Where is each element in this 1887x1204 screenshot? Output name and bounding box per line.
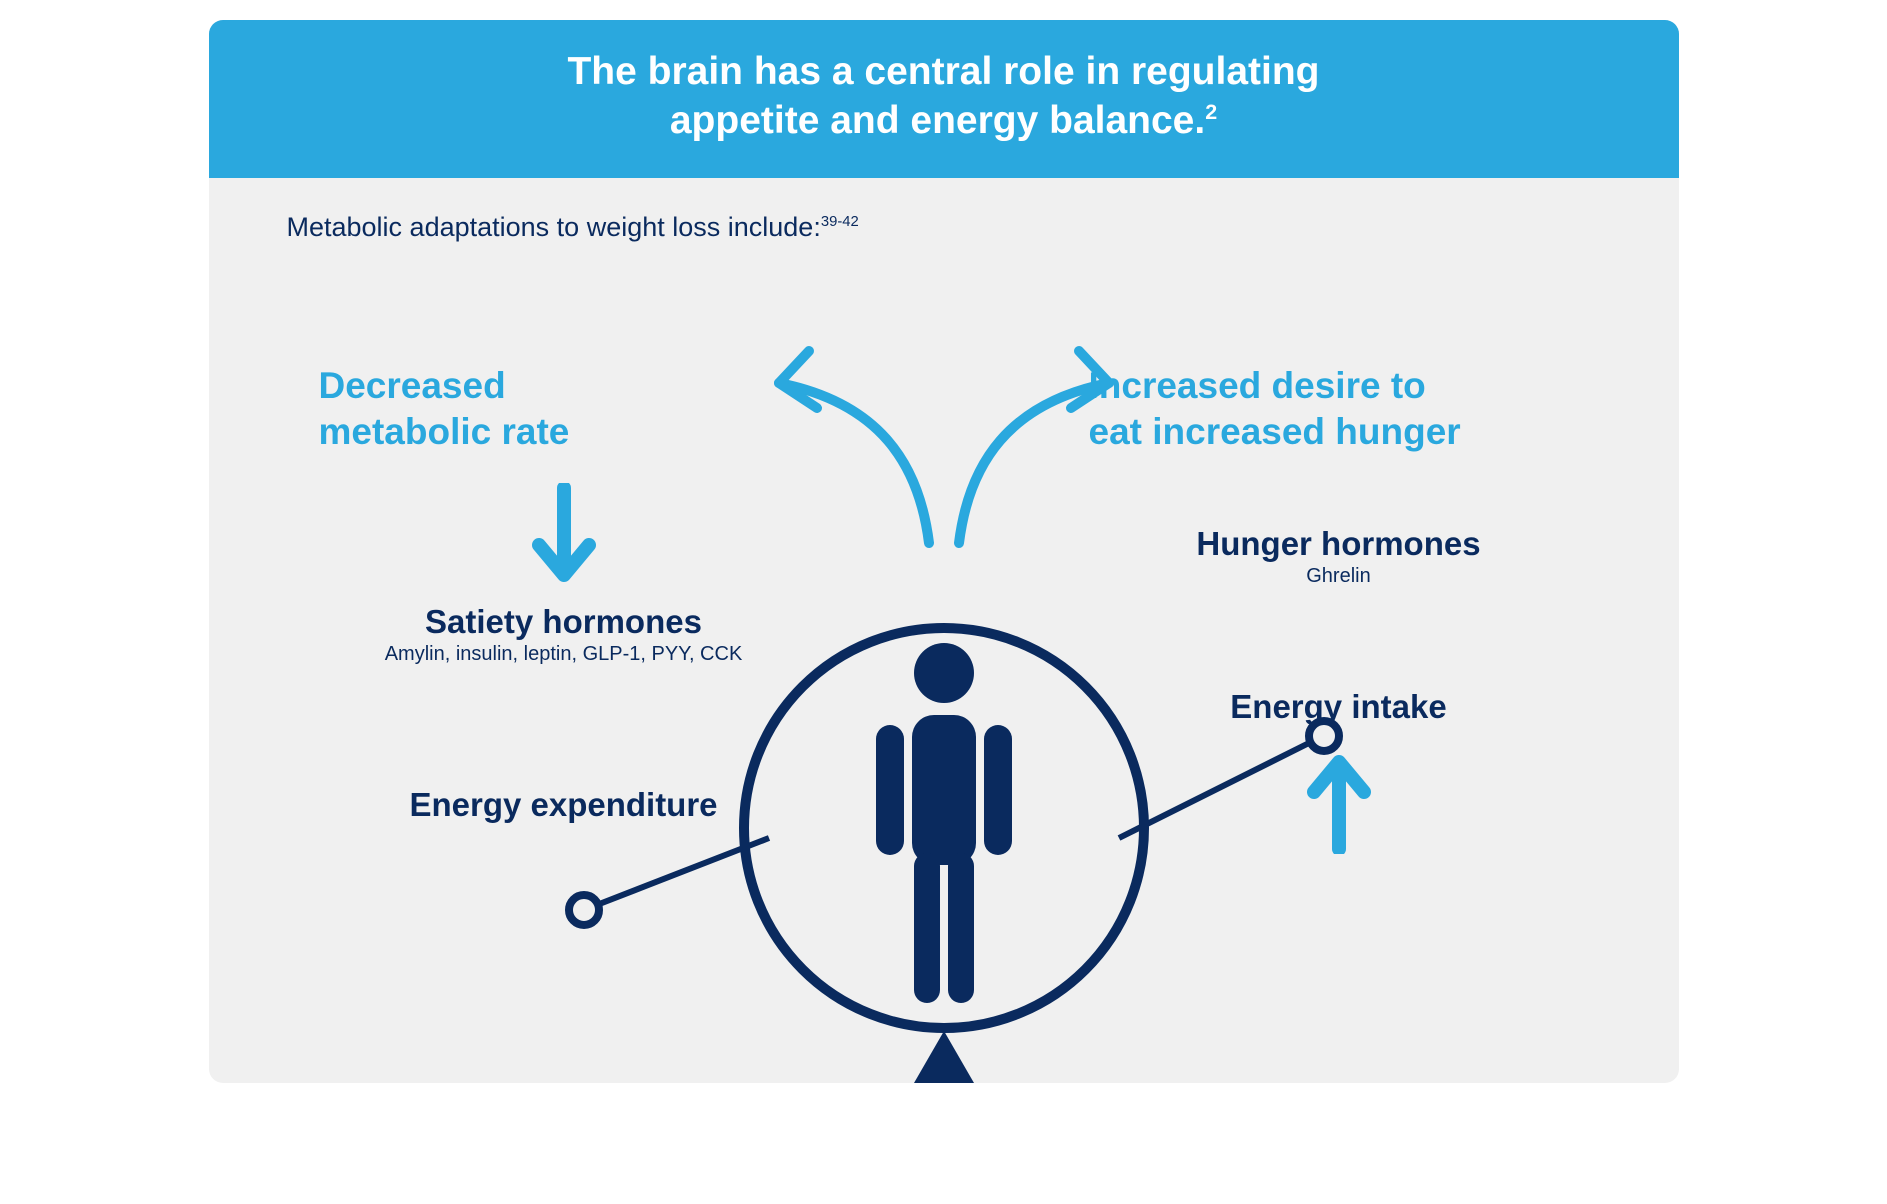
header-line2: appetite and energy balance.	[670, 99, 1205, 142]
infographic-card: The brain has a central role in regulati…	[209, 20, 1679, 1083]
header-banner: The brain has a central role in regulati…	[209, 20, 1679, 178]
subtitle-sup: 39-42	[821, 214, 859, 230]
increased-desire-label: Increased desire to eat increased hunger	[1089, 363, 1589, 456]
diagram-area: Decreased metabolic rate Satiety hormone…	[209, 243, 1679, 1083]
header-sup: 2	[1205, 100, 1217, 124]
decreased-metabolic-rate-label: Decreased metabolic rate	[319, 363, 809, 456]
subtitle-text: Metabolic adaptations to weight loss inc…	[287, 212, 821, 242]
down-arrow-icon	[529, 483, 599, 583]
right-block: Increased desire to eat increased hunger…	[1089, 363, 1589, 855]
subtitle: Metabolic adaptations to weight loss inc…	[209, 178, 1679, 243]
header-line1: The brain has a central role in regulati…	[567, 50, 1319, 93]
person-balance-icon	[734, 553, 1154, 1083]
energy-intake-label: Energy intake	[1089, 688, 1589, 726]
up-arrow-icon	[1304, 754, 1374, 854]
hunger-hormones-sublabel: Ghrelin	[1089, 565, 1589, 588]
hunger-hormones-label: Hunger hormones	[1089, 525, 1589, 563]
